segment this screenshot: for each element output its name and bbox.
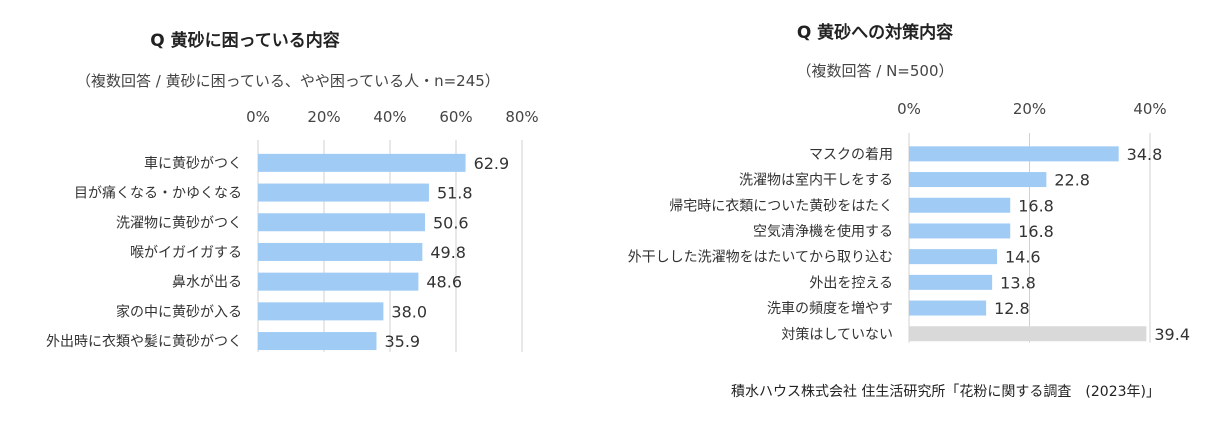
bar <box>258 302 384 321</box>
bar-chart-right: 0% 20% 40% マスクの着用 34.8 洗濯物は室内干しをする 22.8 帰宅時に衣類に… <box>628 100 1190 344</box>
category-label: マスクの着用 <box>809 147 893 163</box>
bar <box>909 146 1119 162</box>
value-label: 16.8 <box>1018 196 1054 215</box>
bar-chart-left: 0% 20% 40% 60% 80% 車に黄砂がつく 62.9 目が痛くなる・かゆくなる 51.… <box>46 108 539 352</box>
category-label: 鼻水が出る <box>172 274 242 291</box>
category-label: 洗濯物に黄砂がつく <box>116 214 242 231</box>
value-label: 51.8 <box>437 184 473 203</box>
value-label: 14.6 <box>1005 248 1041 267</box>
category-label: 洗濯物は室内干しをする <box>739 172 893 189</box>
category-label: 外干しした洗濯物をはたいてから取り込む <box>628 250 893 266</box>
value-label: 13.8 <box>1000 273 1036 292</box>
tick-label: 40% <box>1133 100 1166 118</box>
category-label: 目が痛くなる・かゆくなる <box>74 185 242 202</box>
bar <box>909 326 1147 342</box>
tick-label: 0% <box>897 100 921 118</box>
category-label: 空気清浄機を使用する <box>753 223 893 240</box>
category-label: 外出を控える <box>809 275 893 291</box>
tick-label: 20% <box>307 108 340 126</box>
category-label: 帰宅時に衣類についた黄砂をはたく <box>669 197 893 214</box>
tick-label: 80% <box>505 108 538 126</box>
chart-title: Q 黄砂に困っている内容 <box>150 31 340 51</box>
bar <box>909 274 993 290</box>
value-label: 48.6 <box>426 273 462 292</box>
chart-subtitle: （複数回答 / 黄砂に困っている、やや困っている人・n=245） <box>76 72 500 90</box>
category-label: 車に黄砂がつく <box>144 155 242 172</box>
bar <box>258 242 423 261</box>
bar <box>909 172 1047 188</box>
tick-label: 60% <box>439 108 472 126</box>
tick-label: 0% <box>246 108 270 126</box>
value-label: 16.8 <box>1018 222 1054 241</box>
category-label: 洗車の頻度を増やす <box>767 300 893 317</box>
chart-left: Q 黄砂に困っている内容 （複数回答 / 黄砂に困っている、やや困っている人・n… <box>46 31 539 352</box>
value-label: 39.4 <box>1154 325 1190 344</box>
tick-label: 40% <box>373 108 406 126</box>
bar <box>258 213 425 232</box>
bar <box>909 223 1011 239</box>
bar <box>258 153 466 172</box>
bar <box>909 197 1011 213</box>
value-label: 12.8 <box>994 299 1030 318</box>
bar <box>258 272 419 291</box>
chart-title: Q 黄砂への対策内容 <box>796 23 954 43</box>
tick-label: 20% <box>1013 100 1046 118</box>
bar <box>909 300 987 316</box>
bar <box>258 183 429 202</box>
category-label: 家の中に黄砂が入る <box>116 303 242 320</box>
value-label: 50.6 <box>433 213 469 232</box>
category-label: 対策はしていない <box>781 326 893 343</box>
value-label: 62.9 <box>474 154 510 173</box>
category-label: 外出時に衣類や髪に黄砂がつく <box>46 333 242 350</box>
source-note: 積水ハウス株式会社 住生活研究所「花粉に関する調査 (2023年)」 <box>730 384 1160 400</box>
value-label: 35.9 <box>384 332 420 351</box>
chart-right: Q 黄砂への対策内容 （複数回答 / N=500） 0% 20% 40% マスクの着用… <box>610 0 1220 431</box>
bar <box>909 249 997 265</box>
bar <box>258 332 377 351</box>
category-label: 喉がイガイガする <box>130 245 242 261</box>
value-label: 22.8 <box>1054 171 1090 190</box>
value-label: 34.8 <box>1127 145 1163 164</box>
chart-subtitle: （複数回答 / N=500） <box>796 62 954 80</box>
value-label: 38.0 <box>391 302 427 321</box>
value-label: 49.8 <box>430 243 466 262</box>
